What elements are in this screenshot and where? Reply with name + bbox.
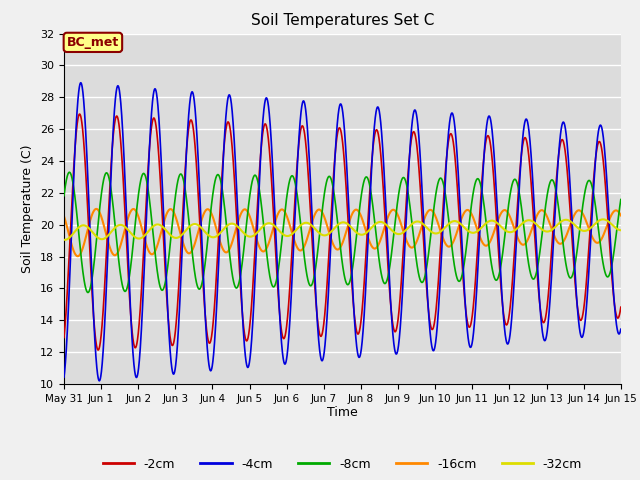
Y-axis label: Soil Temperature (C): Soil Temperature (C): [22, 144, 35, 273]
Text: BC_met: BC_met: [67, 36, 119, 49]
Legend: -2cm, -4cm, -8cm, -16cm, -32cm: -2cm, -4cm, -8cm, -16cm, -32cm: [97, 453, 588, 476]
Title: Soil Temperatures Set C: Soil Temperatures Set C: [251, 13, 434, 28]
X-axis label: Time: Time: [327, 407, 358, 420]
